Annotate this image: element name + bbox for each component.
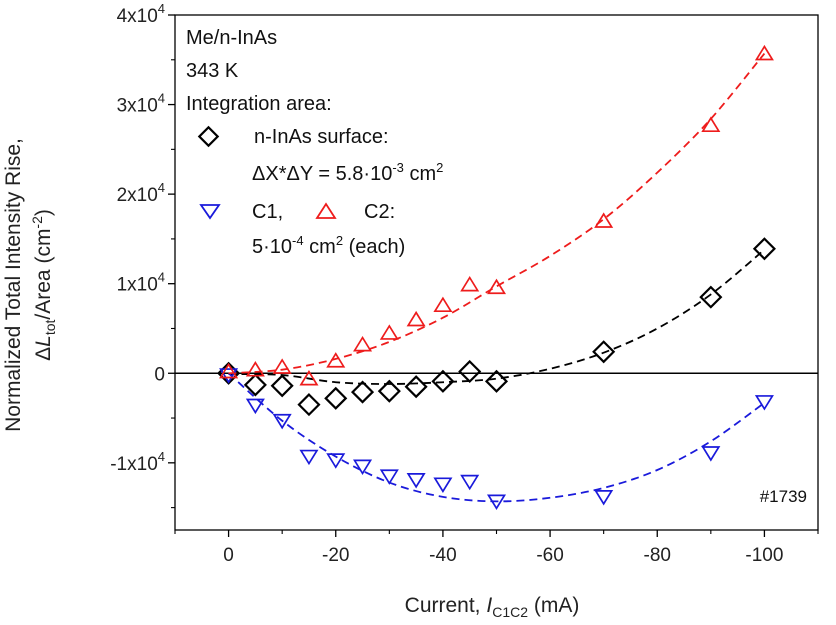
x-tick-label: -40 xyxy=(429,545,456,566)
data-point-c2 xyxy=(379,324,399,340)
data-point-n-inas-surface xyxy=(350,380,375,404)
data-point-c1 xyxy=(219,368,239,384)
legend-c-area: 5·10-4 cm2 (each) xyxy=(252,233,405,258)
y-tick-label: 4x104 xyxy=(117,1,165,27)
legend-label-n-inas: n-InAs surface: xyxy=(254,126,389,148)
data-point-n-inas-surface xyxy=(484,369,509,393)
legend-marker-c1 xyxy=(199,204,221,220)
legend: Me/n-InAs 343 K Integration area: n-InAs… xyxy=(186,27,443,258)
x-tick-label: 0 xyxy=(223,545,234,566)
data-point-n-inas-surface xyxy=(297,393,321,417)
data-point-c1 xyxy=(594,490,614,506)
data-point-c1 xyxy=(433,477,453,493)
data-point-n-inas-surface xyxy=(699,285,723,309)
data-point-c2 xyxy=(406,310,426,327)
data-point-c1 xyxy=(754,395,774,411)
data-point-c2 xyxy=(245,361,265,377)
data-point-c1 xyxy=(245,398,265,415)
data-point-n-inas-surface xyxy=(431,369,455,393)
y-tick-label: -1x104 xyxy=(110,449,165,475)
fit-curve-c1 xyxy=(227,372,765,503)
data-point-n-inas-surface xyxy=(243,373,267,397)
legend-n-inas-area: ΔX*ΔY = 5.8·10-3 cm2 xyxy=(252,160,443,185)
data-point-n-inas-surface xyxy=(404,375,428,399)
data-point-c1 xyxy=(406,472,426,489)
legend-label-c2: C2: xyxy=(364,201,395,223)
svg-text:Normalized Total Intensity Ris: Normalized Total Intensity Rise, xyxy=(2,138,25,432)
data-point-c1 xyxy=(326,453,346,469)
data-point-c2 xyxy=(594,212,614,228)
data-point-c2 xyxy=(486,278,507,295)
legend-marker-c2 xyxy=(315,202,337,219)
legend-label-c1: C1, xyxy=(252,201,283,223)
data-point-c2 xyxy=(326,352,346,368)
svg-text:ΔLtot/Area (cm-2): ΔLtot/Area (cm-2) xyxy=(29,209,58,361)
data-point-c1 xyxy=(379,469,399,485)
data-point-c2 xyxy=(754,44,774,61)
data-point-c1 xyxy=(701,446,721,462)
x-tick-label: -100 xyxy=(745,545,783,566)
data-point-c2 xyxy=(701,116,721,133)
x-axis-title: Current, IC1C2 (mA) xyxy=(405,594,580,620)
fit-curve-n-inas-surface xyxy=(228,248,765,385)
data-point-c2 xyxy=(433,296,453,313)
data-point-c2 xyxy=(299,370,319,386)
legend-header-2: 343 K xyxy=(186,60,239,82)
legend-header-1: Me/n-InAs xyxy=(186,27,277,49)
y-tick-label: 1x104 xyxy=(117,270,165,296)
sample-id-annotation: #1739 xyxy=(760,487,807,506)
fit-curve-c2 xyxy=(228,52,766,375)
data-point-n-inas-surface xyxy=(270,374,294,398)
data-point-c1 xyxy=(353,459,373,476)
y-tick-label: 3x104 xyxy=(117,91,165,117)
data-point-c1 xyxy=(460,474,480,491)
data-point-n-inas-surface xyxy=(377,379,401,403)
data-point-c2 xyxy=(460,275,480,292)
y-axis-title: Normalized Total Intensity Rise, ΔLtot/A… xyxy=(2,138,58,432)
data-point-c1 xyxy=(272,413,292,430)
x-tick-label: -60 xyxy=(536,545,563,566)
data-point-n-inas-surface xyxy=(592,340,616,364)
legend-marker-n-inas xyxy=(197,125,220,148)
x-tick-label: -20 xyxy=(322,545,349,566)
data-point-n-inas-surface xyxy=(458,359,482,384)
data-point-n-inas-surface xyxy=(752,237,776,261)
x-tick-label: -80 xyxy=(644,545,671,566)
y-tick-label: 0 xyxy=(154,364,165,385)
data-point-n-inas-surface xyxy=(324,386,348,410)
data-point-c2 xyxy=(272,358,292,374)
y-axis-title-line1: Normalized Total Intensity Rise, xyxy=(2,138,25,432)
data-point-c2 xyxy=(353,335,373,352)
y-tick-label: 2x104 xyxy=(117,180,165,206)
data-point-c1 xyxy=(299,449,319,466)
data-point-c1 xyxy=(486,494,507,510)
data-point-c2 xyxy=(219,362,239,379)
legend-header-3: Integration area: xyxy=(186,93,332,115)
